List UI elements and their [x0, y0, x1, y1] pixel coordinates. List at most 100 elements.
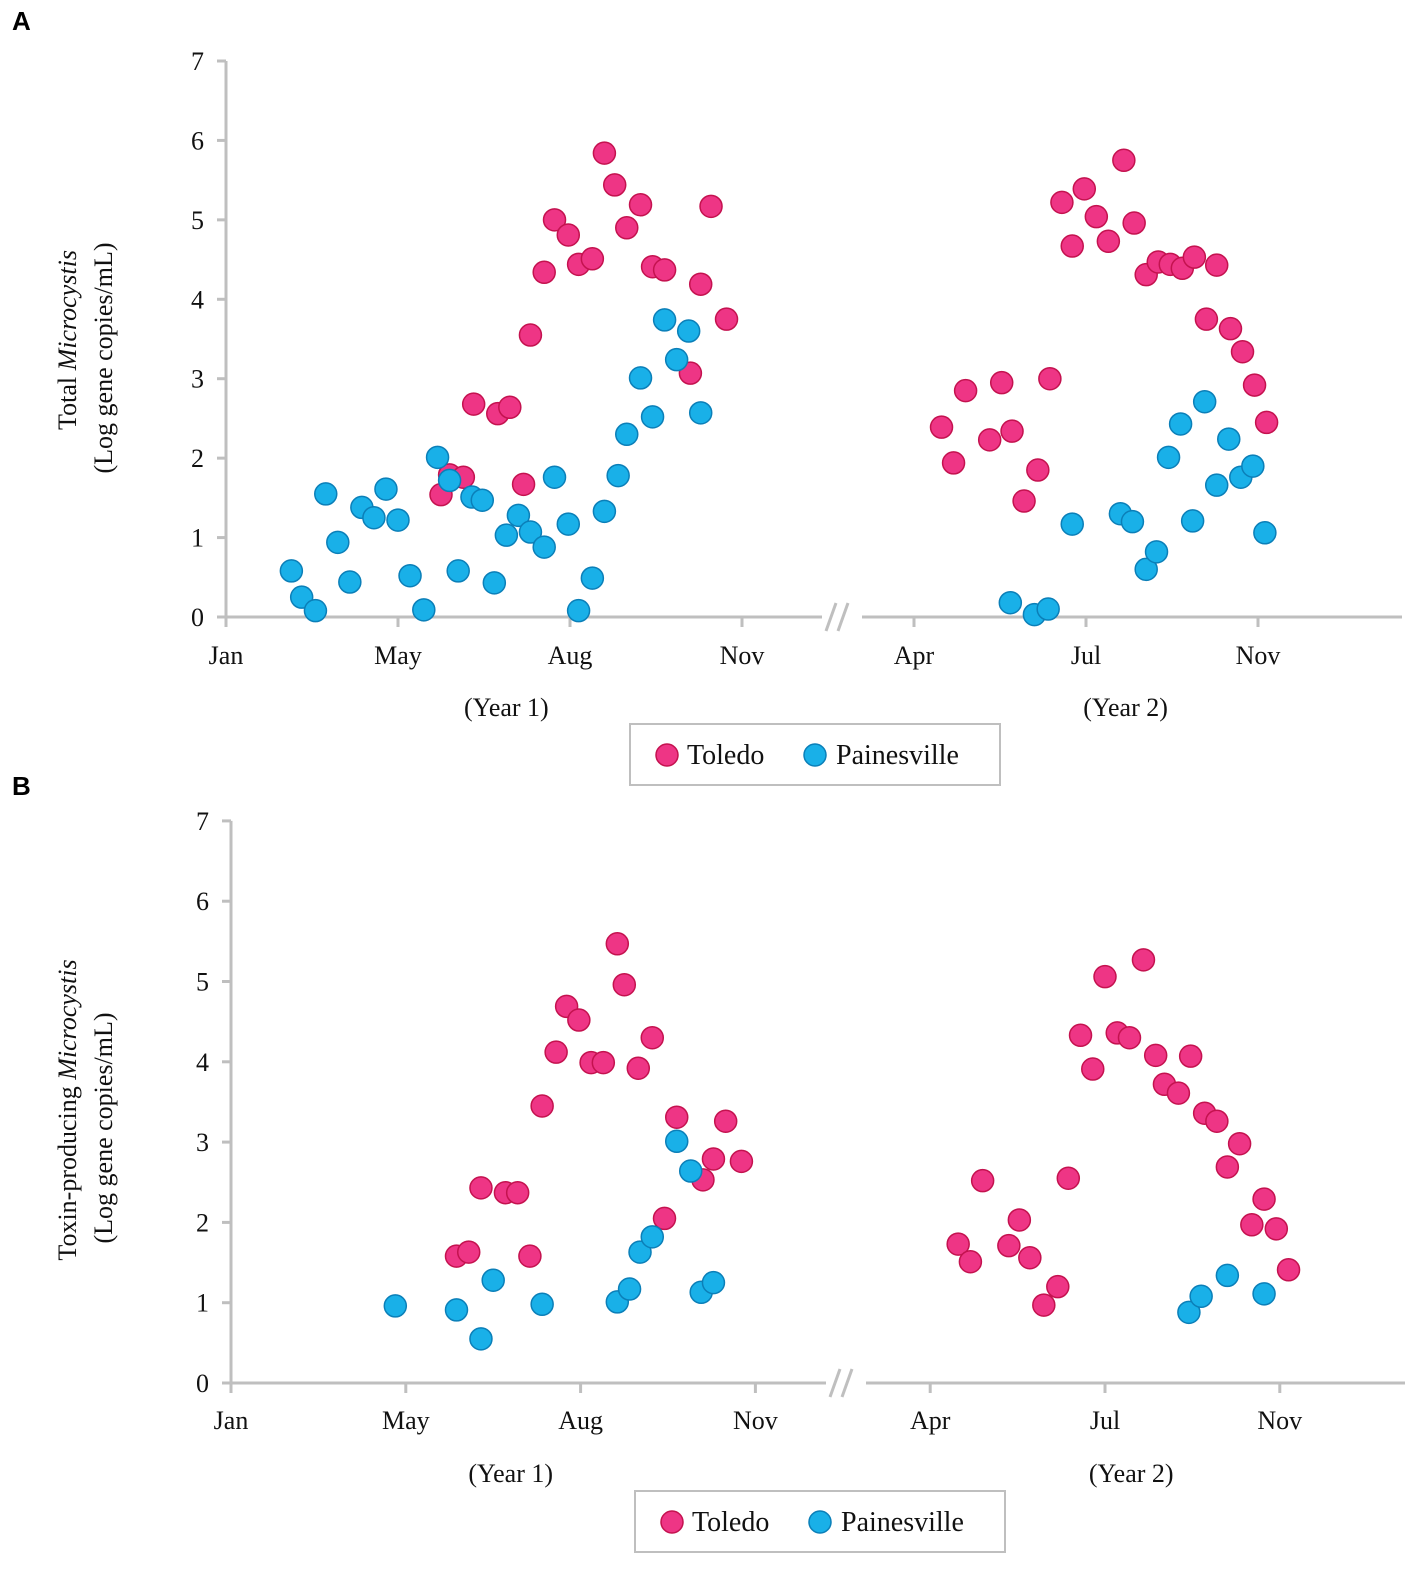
- y-tick-label: 5: [191, 206, 204, 235]
- toledo-point: [592, 141, 617, 165]
- toledo-point: [612, 972, 637, 997]
- painesville-point: [374, 477, 398, 501]
- toledo-point: [946, 1232, 970, 1256]
- painesville-point: [1215, 1263, 1240, 1288]
- panel-b: B Toxin-producing Microcystis (Log gene …: [12, 771, 1405, 1553]
- toledo-point: [1032, 1293, 1056, 1317]
- toledo-point: [1205, 1109, 1229, 1133]
- toledo-point: [1166, 1081, 1191, 1105]
- toledo-point: [953, 378, 978, 403]
- legend-label-painesville: Painesville: [836, 740, 959, 771]
- painesville-point: [1036, 597, 1060, 621]
- toledo-point: [729, 1149, 754, 1174]
- x-tick-label: Jul: [1071, 641, 1101, 670]
- painesville-point: [386, 508, 410, 532]
- painesville-point: [592, 499, 617, 524]
- painesville-point: [1189, 1284, 1213, 1309]
- year-label: (Year 1): [464, 693, 549, 722]
- painesville-point: [482, 571, 507, 595]
- toledo-point: [652, 1206, 677, 1231]
- painesville-point: [1192, 389, 1217, 414]
- toledo-point: [958, 1249, 983, 1274]
- toledo-point: [1178, 1044, 1203, 1068]
- year-label: (Year 1): [468, 1459, 553, 1488]
- painesville-point: [640, 405, 665, 429]
- axis-break-mark: [836, 602, 850, 632]
- toledo-point: [1112, 148, 1136, 173]
- painesville-point: [606, 463, 630, 488]
- y-axis-label-a-line2: (Log gene copies/mL): [89, 242, 118, 473]
- painesville-point: [664, 1129, 689, 1154]
- toledo-point: [602, 173, 627, 197]
- toledo-point: [556, 223, 581, 247]
- painesville-point: [1134, 557, 1158, 582]
- painesville-point: [530, 1292, 554, 1317]
- toledo-point: [1068, 1023, 1093, 1048]
- toledo-point: [1264, 1217, 1289, 1241]
- panel-a: A Total Microcystis (Log gene copies/mL)…: [12, 6, 1402, 786]
- painesville-point: [314, 482, 338, 506]
- y-tick-label: 6: [191, 126, 204, 155]
- x-tick-label: Jan: [214, 1406, 249, 1435]
- x-tick-label: Aug: [558, 1406, 603, 1435]
- toledo-point: [714, 307, 739, 331]
- y-tick-label: 7: [191, 47, 204, 76]
- toledo-point: [1122, 211, 1146, 235]
- x-tick-label: Jan: [209, 641, 244, 670]
- toledo-point: [713, 1109, 738, 1133]
- painesville-point: [1177, 1300, 1201, 1325]
- toledo-point: [544, 1040, 568, 1064]
- painesville-point: [1120, 509, 1145, 534]
- toledo-point: [977, 428, 1002, 452]
- x-tick-label: Apr: [894, 641, 935, 670]
- toledo-point: [518, 323, 543, 347]
- x-tick-label: Nov: [720, 641, 765, 670]
- toledo-point: [1117, 1025, 1142, 1050]
- toledo-point: [1007, 1208, 1032, 1232]
- axis-break-mark: [828, 1368, 842, 1398]
- toledo-point: [511, 472, 536, 497]
- toledo-point: [1056, 1166, 1081, 1190]
- toledo-point: [1194, 307, 1219, 331]
- painesville-point: [701, 1270, 726, 1295]
- toledo-point: [989, 370, 1014, 395]
- toledo-point: [615, 216, 639, 240]
- painesville-point: [615, 422, 639, 447]
- painesville-point: [1060, 512, 1084, 536]
- y-tick-label: 0: [196, 1369, 209, 1398]
- series-painesville: [383, 1129, 1276, 1351]
- painesville-point: [425, 445, 450, 470]
- painesville-point: [518, 520, 543, 544]
- y-tick-label: 4: [196, 1048, 209, 1077]
- toledo-point: [1218, 316, 1243, 341]
- painesville-point: [446, 559, 470, 583]
- toledo-point: [1131, 948, 1156, 972]
- year-label: (Year 2): [1083, 693, 1168, 722]
- x-tick-label: Jul: [1090, 1406, 1120, 1435]
- painesville-point: [1204, 473, 1229, 497]
- y-tick-label: 4: [191, 285, 204, 314]
- panel-letter-b: B: [12, 771, 31, 801]
- toledo-point: [1096, 229, 1121, 254]
- legend-marker-painesville: [808, 1510, 832, 1534]
- toledo-point: [1240, 1213, 1264, 1237]
- toledo-point: [456, 1240, 481, 1264]
- legend-label-painesville: Painesville: [841, 1507, 964, 1538]
- painesville-point: [678, 1159, 703, 1183]
- toledo-point: [469, 1176, 493, 1200]
- painesville-point: [469, 1327, 493, 1351]
- toledo-point: [1276, 1258, 1301, 1282]
- painesville-point: [1168, 412, 1193, 436]
- painesville-point: [1241, 454, 1265, 478]
- x-tick-label: Nov: [1236, 641, 1281, 670]
- y-tick-label: 1: [196, 1289, 209, 1318]
- painesville-point: [1144, 540, 1169, 564]
- axes: 0 1 2 3 4 5 6 7 Jan May Aug Nov Apr Jul Nov (Year 1) (Ye…: [191, 47, 1402, 722]
- toledo-point: [929, 415, 954, 439]
- painesville-point: [437, 468, 462, 493]
- painesville-point: [494, 523, 519, 547]
- toledo-point: [542, 208, 567, 232]
- painesville-point: [362, 505, 386, 530]
- y-tick-label: 2: [196, 1208, 209, 1237]
- toledo-point: [498, 395, 522, 420]
